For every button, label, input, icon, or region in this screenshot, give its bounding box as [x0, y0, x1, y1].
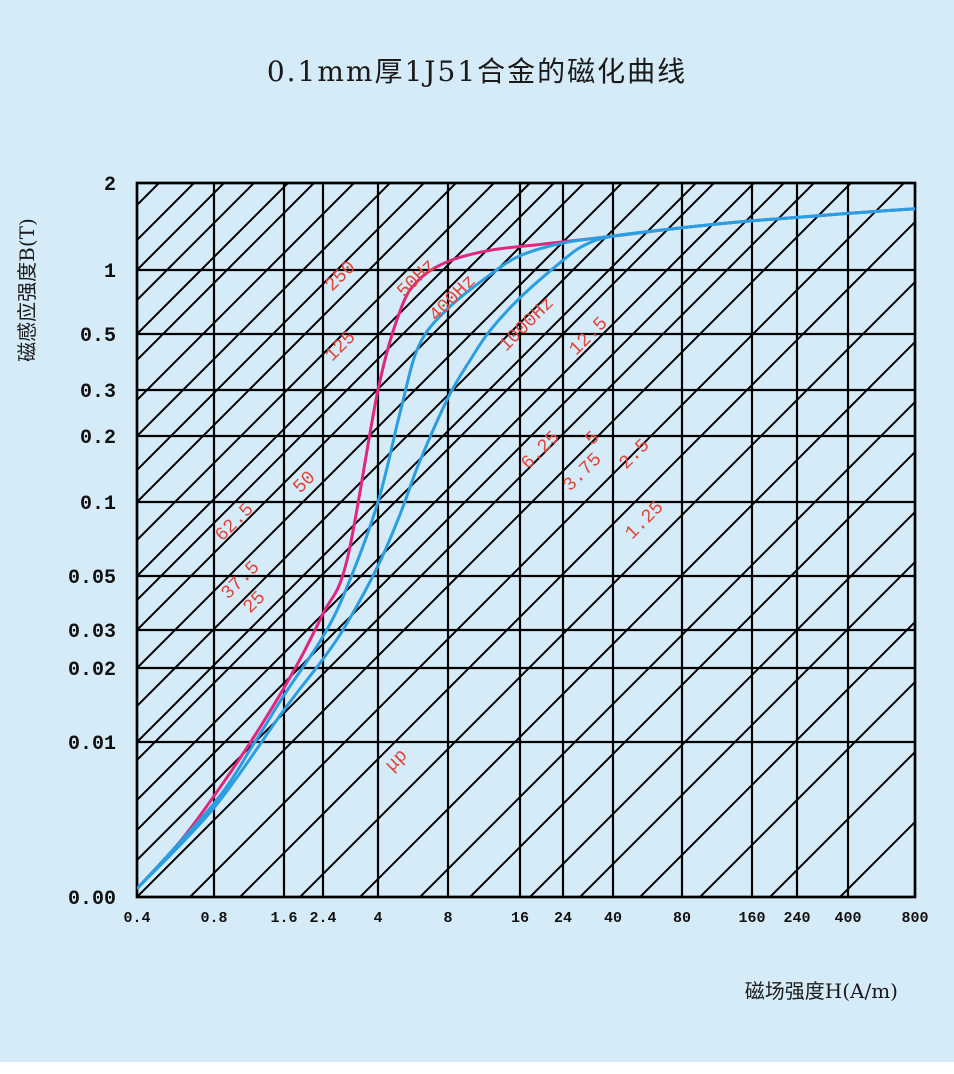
- permeability-line-lower-4: [359, 340, 915, 897]
- permeability-label: 2.5: [615, 434, 655, 474]
- y-tick-label: 1: [104, 261, 116, 284]
- y-tick-label: 0.00: [68, 888, 116, 911]
- mu-p-symbol: μp: [381, 745, 413, 777]
- x-tick-label: 16: [511, 910, 529, 927]
- permeability-line-1: [137, 183, 853, 897]
- permeability-line-lower-12: [839, 820, 915, 897]
- x-tick-labels: 0.4 0.8 1.6 2.4 4 8 16 24 40 80 160 240 400 800: [123, 910, 928, 927]
- permeability-label: 62.5: [211, 498, 259, 546]
- permeability-line-lower-3: [299, 280, 915, 897]
- permeability-line-lower-8: [579, 560, 915, 897]
- permeability-line-lower-1: [189, 183, 906, 897]
- permeability-label: 250: [321, 256, 361, 296]
- series-layer: [137, 207, 915, 890]
- x-tick-label: 4: [373, 910, 382, 927]
- x-tick-label: 160: [738, 910, 765, 927]
- x-tick-label: 240: [783, 910, 810, 927]
- y-tick-label: 0.3: [80, 381, 116, 404]
- permeability-line-lower-5: [419, 400, 915, 897]
- permeability-label: 5: [581, 427, 605, 451]
- permeability-line-lower-11: [769, 750, 915, 897]
- permeability-line-lower-7: [529, 510, 915, 897]
- permeability-line-9: [137, 183, 586, 631]
- grid-layer: [135, 181, 917, 899]
- x-tick-label: 400: [834, 910, 861, 927]
- x-tick-label: 2.4: [309, 910, 336, 927]
- permeability-line-10: [137, 183, 556, 601]
- permeability-line-21: [137, 183, 196, 241]
- y-tick-label: 0.03: [68, 621, 116, 644]
- permeability-line-22: [137, 183, 161, 206]
- x-tick-label: 1.6: [270, 910, 297, 927]
- permeability-line-lower-10: [699, 680, 915, 897]
- y-tick-label: 0.5: [80, 325, 116, 348]
- permeability-label: 6.25: [517, 426, 565, 474]
- permeability-line-4: [137, 183, 756, 801]
- permeability-line-lower-9: [639, 620, 915, 897]
- chart-title: 0.1mm厚1J51合金的磁化曲线: [266, 55, 688, 88]
- y-axis-title: 磁感应强度B(T): [15, 218, 39, 362]
- permeability-line-6: [137, 183, 698, 743]
- permeability-line-3: [137, 183, 786, 831]
- y-tick-labels: 2 1 0.5 0.3 0.2 0.1 0.05 0.03 0.02 0.01 0.00: [68, 174, 116, 911]
- permeability-line-8: [137, 183, 624, 669]
- x-tick-label: 0.8: [200, 910, 227, 927]
- x-tick-label: 80: [673, 910, 691, 927]
- permeability-line-18: [137, 183, 290, 335]
- permeability-label: 12.5: [565, 312, 613, 360]
- x-tick-label: 0.4: [123, 910, 150, 927]
- permeability-line-15: [137, 183, 392, 437]
- x-tick-label: 40: [604, 910, 622, 927]
- y-tick-label: 0.01: [68, 733, 116, 756]
- series-line-1000Hz: [137, 207, 915, 890]
- x-tick-label: 8: [443, 910, 452, 927]
- y-tick-label: 0.1: [80, 493, 116, 516]
- y-tick-label: 0.2: [80, 427, 116, 450]
- permeability-line-5: [137, 183, 716, 761]
- x-tick-label: 24: [554, 910, 572, 927]
- permeability-line-2: [137, 183, 816, 861]
- permeability-line-14: [137, 183, 426, 471]
- permeability-line-12: [137, 183, 496, 541]
- permeability-line-19: [137, 183, 256, 301]
- y-tick-label: 2: [104, 174, 116, 197]
- y-tick-label: 0.05: [68, 567, 116, 590]
- permeability-line-17: [137, 183, 316, 361]
- permeability-line-7: [137, 183, 662, 707]
- x-tick-label: 800: [901, 910, 928, 927]
- permeability-line-11: [137, 183, 532, 577]
- permeability-line-16: [137, 183, 356, 401]
- x-axis-title: 磁场强度H(A/m): [745, 979, 898, 1003]
- permeability-line-13: [137, 183, 458, 503]
- permeability-label: 125: [321, 326, 361, 366]
- permeability-line-lower-2: [239, 220, 915, 897]
- permeability-lines: [137, 183, 915, 897]
- permeability-label: 50: [289, 467, 321, 499]
- permeability-line-lower-6: [469, 450, 915, 897]
- y-tick-label: 0.02: [68, 659, 116, 682]
